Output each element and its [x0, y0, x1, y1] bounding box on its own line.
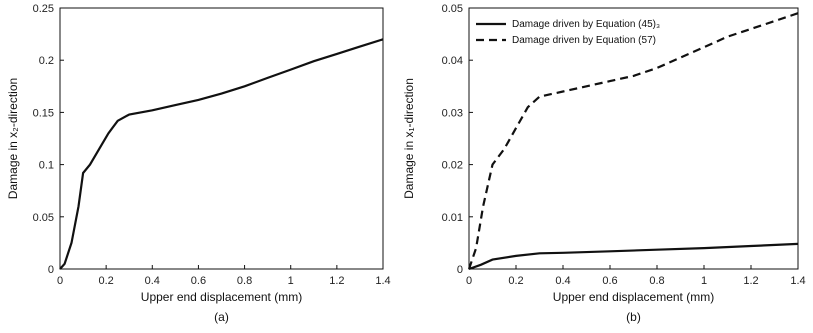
y-tick-label: 0.25	[33, 3, 54, 15]
plot-frame-b	[468, 7, 799, 270]
x-tick-label: 0.8	[237, 275, 252, 287]
x-tick-label: 0.2	[98, 275, 113, 287]
y-tick-label: 0.15	[33, 107, 54, 119]
x-tick-label: 0.2	[508, 275, 523, 287]
y-tick-label: 0.05	[442, 3, 463, 15]
series-line-eq45	[468, 242, 799, 271]
y-tick-label: 0.05	[33, 212, 54, 224]
x-ticks-a: 0 0.2 0.4 0.6 0.8 1 1.2 1.4	[57, 265, 391, 287]
plot-frame-a	[59, 7, 384, 270]
y-ticks-b: 0 0.01 0.02 0.03 0.04 0.05	[442, 3, 473, 276]
x-tick-label: 0.6	[191, 275, 206, 287]
x-tick-label: 0.4	[145, 275, 160, 287]
x-tick-label: 1.4	[375, 275, 390, 287]
y-axis-label-a: Damage in x₂-direction	[6, 78, 20, 199]
x-tick-label: 1.4	[790, 275, 805, 287]
y-tick-label: 0.01	[442, 212, 463, 224]
y-tick-label: 0.2	[39, 55, 54, 67]
y-tick-label: 0.04	[442, 55, 463, 67]
legend-label-eq57: Damage driven by Equation (57)	[512, 35, 656, 46]
y-axis-label-b: Damage in x₁-direction	[402, 78, 416, 199]
legend: Damage driven by Equation (45)₃ Damage d…	[476, 19, 660, 46]
legend-label-eq45: Damage driven by Equation (45)₃	[512, 19, 660, 30]
x-axis-label-a: Upper end displacement (mm)	[141, 290, 302, 304]
y-tick-label: 0.1	[39, 160, 54, 172]
x-tick-label: 1	[701, 275, 707, 287]
series-line-damage-x2	[59, 38, 384, 270]
x-axis-label-b: Upper end displacement (mm)	[553, 290, 714, 304]
chart-panel-a: 0 0.05 0.1 0.15 0.2 0.25 0 0.2 0.4 0.6 0.8 1 1.2 1.4…	[6, 3, 391, 324]
y-tick-label: 0.02	[442, 160, 463, 172]
y-ticks-a: 0 0.05 0.1 0.15 0.2 0.25	[33, 3, 64, 276]
y-tick-label: 0.03	[442, 107, 463, 119]
panel-label-b: (b)	[626, 310, 641, 324]
x-tick-label: 1.2	[329, 275, 344, 287]
x-tick-label: 0	[466, 275, 472, 287]
y-tick-label: 0	[457, 264, 463, 276]
x-tick-label: 0.4	[555, 275, 570, 287]
chart-panel-b: 0 0.01 0.02 0.03 0.04 0.05 0 0.2 0.4 0.6 0.8 1 1.2 1…	[402, 3, 806, 324]
y-tick-label: 0	[48, 264, 54, 276]
x-tick-label: 0.8	[649, 275, 664, 287]
series-line-eq57	[467, 12, 799, 270]
x-tick-label: 1	[288, 275, 294, 287]
x-tick-label: 0.6	[602, 275, 617, 287]
x-tick-label: 1.2	[743, 275, 758, 287]
x-tick-label: 0	[57, 275, 63, 287]
panel-label-a: (a)	[214, 310, 229, 324]
x-ticks-b: 0 0.2 0.4 0.6 0.8 1 1.2 1.4	[466, 265, 806, 287]
